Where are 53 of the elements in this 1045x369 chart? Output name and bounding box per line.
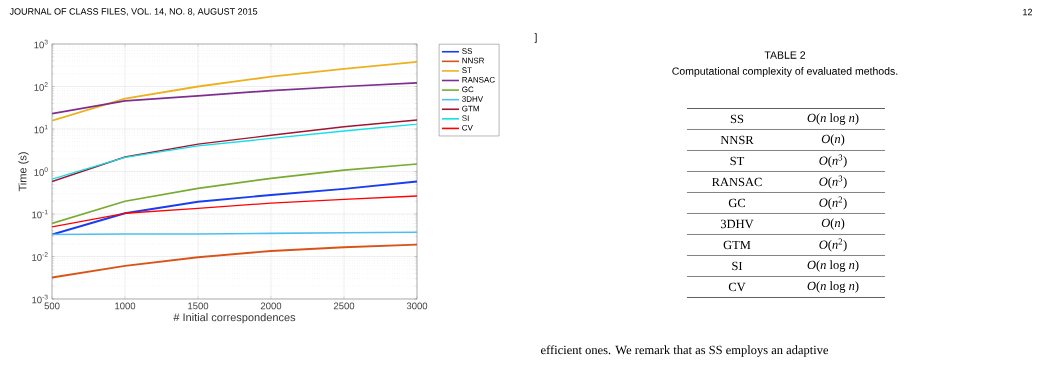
y-tick-label: 10$^{1}$ (34, 124, 48, 134)
text: O(n log n) (807, 281, 859, 293)
legend-label: RANSAC (462, 76, 495, 83)
y-tick-label: 10$^{3}$ (34, 39, 48, 49)
text: efficient ones. We remark that as SS employs an adaptive (541, 345, 829, 357)
legend-label: CV (462, 124, 473, 131)
line-series (52, 195, 418, 228)
y-tick-label: 10$^{0}$ (34, 167, 48, 176)
x-tick-label: 2000 (260, 302, 282, 310)
legend-label: GC (462, 86, 474, 93)
text: TABLE 2 (764, 51, 806, 59)
text: 12 (1023, 8, 1032, 16)
line-series (52, 243, 418, 279)
legend-label: SS (462, 48, 473, 54)
text: ] (534, 33, 537, 43)
category-label: ST (730, 156, 745, 166)
category-label: 3DHV (720, 219, 754, 229)
category-label: CV (728, 282, 746, 292)
category-label: RANSAC (712, 177, 762, 187)
text: O(n$^{2}$) (819, 238, 847, 252)
text: O(n) (821, 218, 845, 230)
x-tick-label: 3000 (406, 302, 428, 310)
text: O(n) (821, 134, 845, 146)
x-tick-label: 1000 (115, 302, 136, 310)
legend-label: SI (462, 115, 469, 121)
category-label: SS (730, 114, 744, 124)
category-label: NNSR (720, 135, 754, 145)
category-label: SI (732, 261, 743, 271)
line-series (52, 163, 418, 225)
text: O(n$^{2}$) (819, 196, 847, 210)
text: JOURNAL OF CLASS FILES, VOL. 14, NO. 8, AUGUST 2015 (9, 8, 258, 16)
y-axis-title: Time (s) (18, 152, 29, 192)
legend-label: NNSR (462, 57, 485, 64)
text: O(n log n) (807, 113, 859, 125)
legend-label: ST (462, 67, 472, 74)
y-tick-label: 10$^{-1}$ (32, 209, 48, 219)
category-label: GC (728, 198, 745, 208)
line-series (52, 60, 418, 122)
category-label: GTM (723, 240, 751, 250)
text: O(n log n) (807, 260, 859, 272)
legend-label: GTM (462, 105, 479, 112)
text: Computational complexity of evaluated methods. (672, 67, 898, 77)
line-series (52, 81, 418, 115)
x-tick-label: 500 (44, 302, 60, 310)
y-tick-label: 10$^{-2}$ (32, 252, 48, 261)
y-tick-label: 10$^{2}$ (34, 82, 48, 91)
x-tick-label: 1500 (188, 302, 209, 310)
x-tick-label: 2500 (333, 302, 355, 310)
x-axis-title: # Initial correspondences (173, 313, 296, 324)
line-series (52, 180, 418, 236)
text: O(n$^{3}$) (819, 175, 847, 189)
legend-label: 3DHV (462, 96, 484, 102)
text: O(n$^{3}$) (819, 154, 847, 168)
